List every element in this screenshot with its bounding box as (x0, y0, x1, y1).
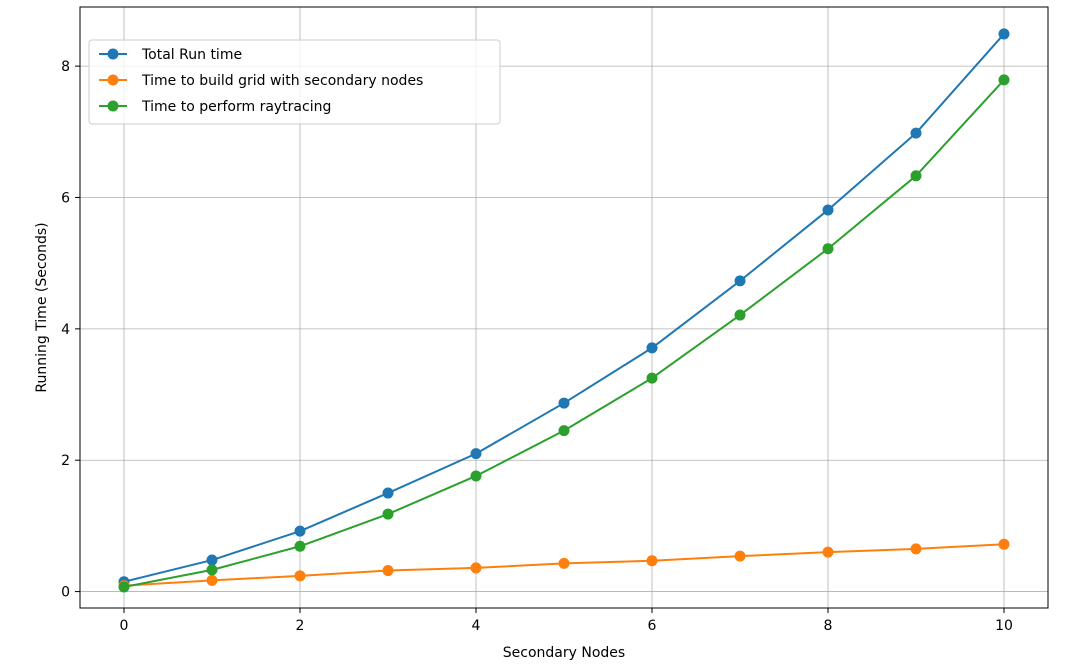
x-tick-label: 0 (120, 618, 129, 634)
plot-frame (79, 6, 1049, 609)
data-point (734, 309, 746, 321)
y-tick-label: 6 (61, 190, 70, 206)
data-point (734, 275, 746, 287)
data-point (558, 397, 570, 409)
data-point (470, 470, 482, 482)
data-point (558, 557, 570, 569)
x-tick-label: 8 (824, 618, 833, 634)
data-point (998, 28, 1010, 40)
legend-entry: Time to build grid with secondary nodes (99, 73, 423, 89)
data-point (470, 562, 482, 574)
data-point (206, 554, 218, 566)
data-point (382, 565, 394, 577)
y-tick-label: 2 (61, 453, 70, 469)
data-point (470, 448, 482, 460)
y-tick-label: 8 (61, 59, 70, 75)
y-tick-label: 0 (61, 585, 70, 601)
data-point (734, 550, 746, 562)
legend-marker (107, 48, 119, 60)
x-tick-label: 6 (648, 618, 657, 634)
data-point (382, 487, 394, 499)
legend-label: Total Run time (141, 47, 242, 63)
legend-label: Time to perform raytracing (141, 99, 331, 115)
data-point (998, 74, 1010, 86)
data-point (118, 581, 130, 593)
data-point (646, 555, 658, 567)
y-tick-label: 4 (61, 322, 70, 338)
x-tick-label: 10 (995, 618, 1013, 634)
data-point (910, 543, 922, 555)
data-point (646, 372, 658, 384)
data-point (998, 538, 1010, 550)
legend-marker (107, 74, 119, 86)
data-point (822, 243, 834, 255)
legend-entry: Time to perform raytracing (99, 99, 331, 115)
x-tick-label: 2 (296, 618, 305, 634)
data-point (558, 425, 570, 437)
series-2 (118, 538, 1010, 592)
legend-box (88, 39, 501, 125)
data-point (910, 127, 922, 139)
ticks: 0 2 4 6 8 10 0 2 4 6 8 (61, 59, 1013, 634)
legend: Total Run time Time to build grid with se… (88, 39, 501, 125)
series-layer (118, 28, 1010, 593)
data-point (382, 508, 394, 520)
data-point (206, 574, 218, 586)
data-point (646, 342, 658, 354)
y-axis-label: Running Time (Seconds) (34, 222, 50, 392)
data-point (294, 540, 306, 552)
series-line (123, 79, 1005, 588)
x-tick-label: 4 (472, 618, 481, 634)
data-point (822, 546, 834, 558)
data-point (294, 570, 306, 582)
data-point (910, 170, 922, 182)
legend-entry: Total Run time (99, 47, 242, 63)
x-axis-label: Secondary Nodes (503, 645, 625, 661)
data-point (206, 564, 218, 576)
series-3 (118, 74, 1010, 593)
legend-marker (107, 100, 119, 112)
legend-label: Time to build grid with secondary nodes (141, 73, 423, 89)
data-point (822, 204, 834, 216)
data-point (294, 525, 306, 537)
